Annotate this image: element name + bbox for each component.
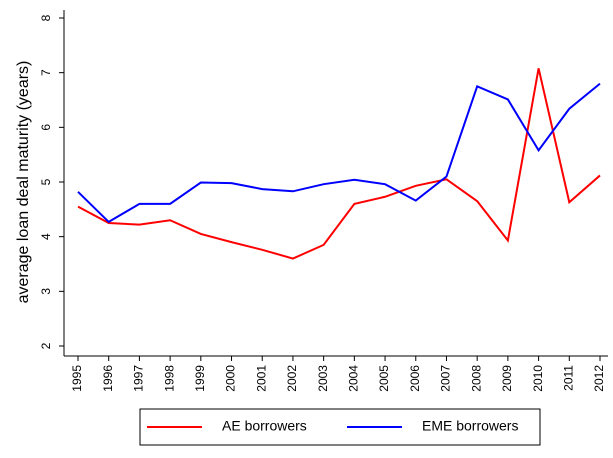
x-tick-label: 2006 bbox=[408, 365, 422, 392]
y-axis-label: average loan deal maturity (years) bbox=[15, 61, 32, 304]
x-tick-label: 2005 bbox=[377, 365, 391, 392]
x-tick-label: 2010 bbox=[531, 365, 545, 392]
x-tick-label: 1995 bbox=[70, 365, 84, 392]
x-tick-label: 1997 bbox=[132, 365, 146, 392]
y-tick-label: 3 bbox=[39, 288, 53, 295]
y-tick-label: 8 bbox=[39, 14, 53, 21]
x-tick-label: 2008 bbox=[469, 365, 483, 392]
x-tick-label: 2002 bbox=[285, 365, 299, 392]
series-line bbox=[77, 68, 601, 260]
x-tick-label: 2003 bbox=[316, 365, 330, 392]
y-tick-label: 7 bbox=[39, 69, 53, 76]
y-tick-label: 5 bbox=[39, 178, 53, 185]
x-tick-label: 1998 bbox=[162, 365, 176, 392]
legend-label: EME borrowers bbox=[422, 418, 518, 434]
x-tick-label: 2004 bbox=[347, 365, 361, 392]
legend bbox=[139, 408, 541, 446]
x-tick-label: 2000 bbox=[224, 365, 238, 392]
series-line bbox=[77, 82, 601, 224]
x-tick-label: 2001 bbox=[254, 365, 268, 392]
y-tick-label: 4 bbox=[39, 233, 53, 240]
x-tick-label: 2012 bbox=[592, 365, 606, 392]
x-tick-label: 2009 bbox=[500, 365, 514, 392]
x-tick-label: 2007 bbox=[439, 365, 453, 392]
x-tick-label: 1996 bbox=[101, 365, 115, 392]
y-tick-label: 6 bbox=[39, 124, 53, 131]
legend-label: AE borrowers bbox=[222, 418, 307, 434]
x-tick-label: 2011 bbox=[561, 365, 575, 391]
x-tick-label: 1999 bbox=[193, 365, 207, 392]
y-tick-label: 2 bbox=[39, 342, 53, 349]
